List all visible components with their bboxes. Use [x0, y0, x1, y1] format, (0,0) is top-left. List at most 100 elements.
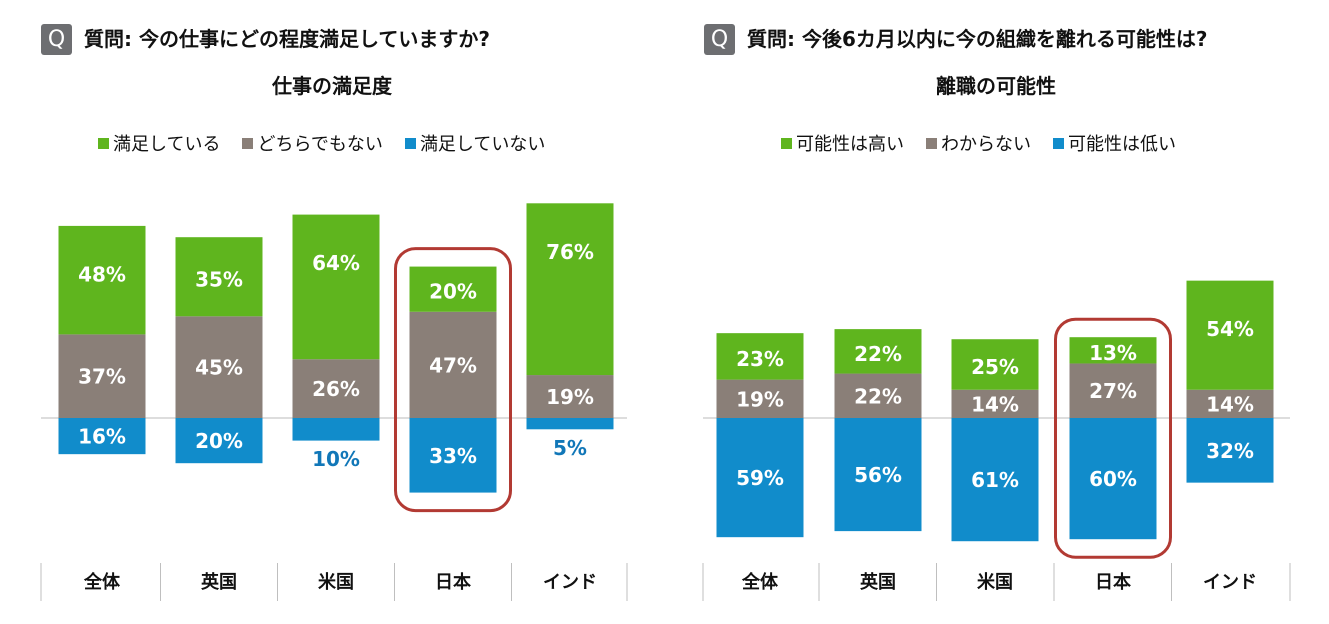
data-label: 19%: [546, 385, 594, 409]
data-label: 60%: [1089, 467, 1137, 491]
bar-わからない: [1069, 363, 1157, 418]
data-label: 22%: [854, 384, 902, 408]
legend-label: どちらでもない: [257, 134, 383, 155]
bar-可能性は低い: [1069, 418, 1157, 540]
bar-満足している: [409, 266, 497, 312]
category-label: 全体: [741, 571, 779, 593]
bar-満足している: [292, 214, 380, 360]
bar-わからない: [1186, 389, 1274, 418]
data-label: 64%: [312, 251, 360, 275]
bar-可能性は低い: [716, 418, 804, 538]
bar-満足していない: [409, 418, 497, 493]
data-label: 14%: [971, 392, 1019, 416]
bar-わからない: [716, 379, 804, 418]
legend-swatch: [242, 137, 254, 149]
highlight-frame: [394, 247, 512, 513]
data-label: 32%: [1206, 439, 1254, 463]
legend-item-dissatisfied: 満足していない: [404, 130, 546, 156]
legend-swatch: [98, 137, 109, 149]
data-label: 16%: [78, 425, 126, 449]
bar-可能性は低い: [1186, 418, 1274, 483]
bar-どちらでもない: [58, 334, 146, 418]
question-icon: Q: [41, 24, 72, 55]
bar-満足している: [175, 237, 263, 317]
question-icon: Q: [704, 24, 735, 55]
data-label: 10%: [312, 447, 360, 471]
bar-可能性は高い: [716, 333, 804, 380]
right-panel: Q 質問: 今後6カ月以内に今の組織を離れる可能性は? 離職の可能性 可能性は高…: [664, 0, 1328, 624]
chart-title: 仕事の満足度: [272, 74, 392, 98]
data-label: 54%: [1206, 317, 1254, 341]
legend-item-high: 可能性は高い: [781, 130, 904, 156]
bar-どちらでもない: [292, 359, 380, 418]
bar-満足していない: [526, 418, 614, 430]
category-label: 英国: [200, 571, 237, 593]
data-label: 45%: [195, 356, 243, 380]
data-label: 59%: [736, 466, 784, 490]
bar-わからない: [951, 389, 1039, 418]
legend-label: 満足している: [113, 134, 221, 155]
bar-わからない: [834, 373, 922, 418]
bar-可能性は低い: [834, 418, 922, 532]
legend-swatch: [781, 137, 792, 149]
data-label: 5%: [553, 436, 587, 460]
bar-満足している: [526, 203, 614, 376]
data-label: 23%: [736, 347, 784, 371]
data-label: 48%: [78, 262, 126, 286]
bar-満足していない: [58, 418, 146, 455]
legend: 可能性は高い わからない 可能性は低い: [781, 130, 1176, 156]
bar-可能性は高い: [1186, 280, 1274, 390]
data-label: 76%: [546, 240, 594, 264]
category-label: インド: [543, 572, 597, 593]
data-label: 13%: [1089, 341, 1137, 365]
bar-満足していない: [175, 418, 263, 464]
data-label: 37%: [78, 365, 126, 389]
data-label: 61%: [971, 468, 1019, 492]
legend-item-unknown: わからない: [926, 130, 1031, 156]
category-label: 英国: [859, 571, 896, 593]
legend-label: 可能性は低い: [1068, 134, 1176, 155]
chart-title: 離職の可能性: [936, 74, 1056, 98]
category-label: 日本: [435, 571, 471, 593]
bar-可能性は低い: [951, 418, 1039, 542]
data-label: 20%: [195, 429, 243, 453]
bar-満足している: [58, 225, 146, 335]
bar-どちらでもない: [526, 375, 614, 418]
legend-item-satisfied: 満足している: [98, 130, 220, 156]
question-text: 質問: 今後6カ月以内に今の組織を離れる可能性は?: [747, 27, 1208, 51]
legend-swatch: [1053, 137, 1064, 149]
data-label: 20%: [429, 280, 477, 304]
bar-可能性は高い: [834, 329, 922, 374]
data-label: 19%: [736, 387, 784, 411]
left-panel: Q 質問: 今の仕事にどの程度満足していますか? 仕事の満足度 満足している ど…: [0, 0, 664, 624]
question-text: 質問: 今の仕事にどの程度満足していますか?: [84, 27, 490, 51]
data-label: 26%: [312, 377, 360, 401]
legend-swatch: [404, 137, 416, 149]
bar-どちらでもない: [175, 316, 263, 418]
legend: 満足している どちらでもない 満足していない: [98, 130, 545, 156]
data-label: 27%: [1089, 379, 1137, 403]
legend-item-neutral: どちらでもない: [242, 130, 383, 156]
bar-どちらでもない: [409, 311, 497, 418]
category-label: インド: [1203, 572, 1257, 593]
bar-可能性は高い: [1069, 337, 1157, 364]
category-label: 米国: [318, 571, 354, 593]
data-label: 35%: [195, 267, 243, 291]
category-label: 全体: [83, 571, 121, 593]
data-label: 56%: [854, 463, 902, 487]
data-label: 22%: [854, 342, 902, 366]
bar-満足していない: [292, 418, 380, 441]
legend-label: 満足していない: [419, 134, 546, 155]
bar-可能性は高い: [951, 339, 1039, 390]
legend-label: 可能性は高い: [796, 134, 904, 155]
category-label: 日本: [1095, 571, 1131, 593]
category-label: 米国: [977, 571, 1013, 593]
highlight-frame: [1054, 317, 1172, 559]
legend-swatch: [926, 137, 937, 149]
data-label: 33%: [429, 444, 477, 468]
legend-item-low: 可能性は低い: [1053, 130, 1176, 156]
data-label: 47%: [429, 353, 477, 377]
data-label: 14%: [1206, 392, 1254, 416]
